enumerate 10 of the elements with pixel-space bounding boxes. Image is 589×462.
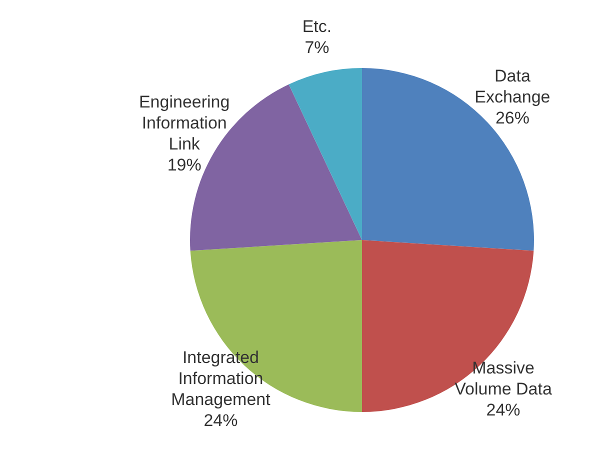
data-label: 24% [486,400,520,420]
slice-label: Etc. [302,18,332,37]
slice-label: Data Exchange [474,67,550,108]
data-label: 7% [304,38,330,58]
data-label: 19% [167,156,202,175]
data-label: 24% [204,411,238,430]
data-label: 26% [495,109,530,128]
slice-label: Engineering Information Link [138,92,230,154]
pie-slice [288,68,362,240]
slice-label: Massive Volume Data [454,358,552,399]
